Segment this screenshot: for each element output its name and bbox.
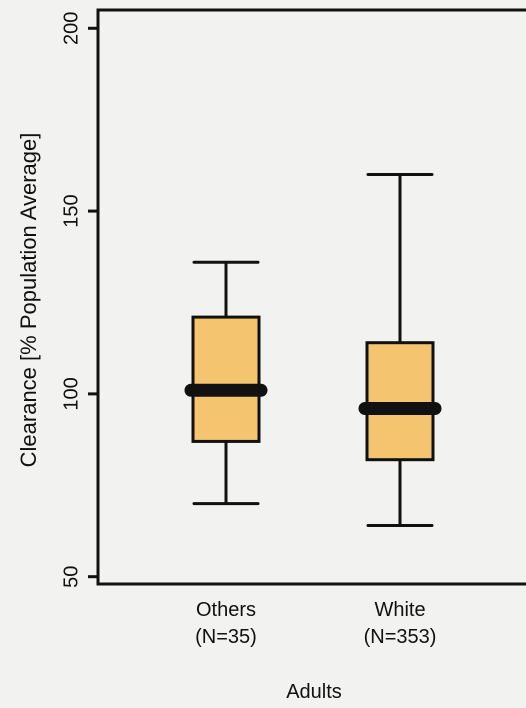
category-n-label-others: (N=35) xyxy=(195,626,257,648)
plot-area xyxy=(96,8,526,586)
x-axis-labels: Others (N=35) White (N=353) xyxy=(195,599,436,648)
y-tick-label-50: 50 xyxy=(60,566,82,588)
box-white xyxy=(358,173,442,528)
iqr-box-others xyxy=(191,315,261,443)
y-tick-label-150: 150 xyxy=(60,194,82,227)
box-others xyxy=(184,260,268,506)
y-tick-label-200: 200 xyxy=(60,12,82,45)
category-n-label-white: (N=353) xyxy=(364,626,437,648)
box-group xyxy=(184,173,442,528)
y-axis: 50 100 150 200 xyxy=(60,12,98,588)
y-tick-label-100: 100 xyxy=(60,377,82,410)
category-label-white: White xyxy=(374,599,425,621)
iqr-box-white xyxy=(365,341,435,462)
category-label-others: Others xyxy=(196,599,256,621)
y-axis-label: Clearance [% Population Average] xyxy=(16,133,41,468)
x-axis-label: Adults xyxy=(286,681,342,703)
